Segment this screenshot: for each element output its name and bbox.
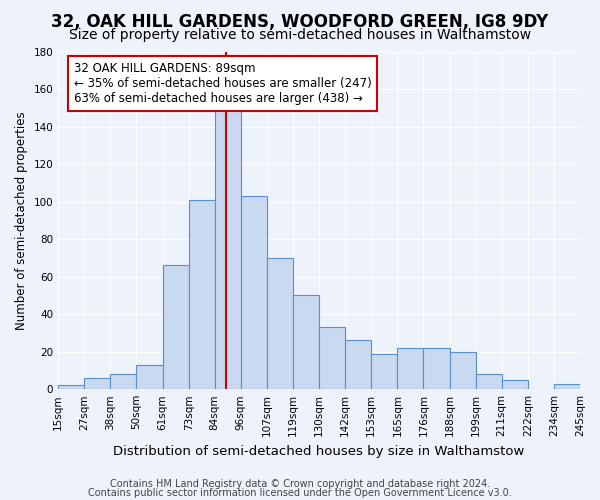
Text: Size of property relative to semi-detached houses in Walthamstow: Size of property relative to semi-detach… — [69, 28, 531, 42]
Bar — [397, 348, 424, 389]
Bar — [267, 258, 293, 389]
Bar — [188, 200, 215, 389]
Bar — [345, 340, 371, 389]
Bar — [163, 266, 188, 389]
X-axis label: Distribution of semi-detached houses by size in Walthamstow: Distribution of semi-detached houses by … — [113, 444, 525, 458]
Bar — [136, 365, 163, 389]
Bar — [424, 348, 449, 389]
Text: 32, OAK HILL GARDENS, WOODFORD GREEN, IG8 9DY: 32, OAK HILL GARDENS, WOODFORD GREEN, IG… — [52, 12, 548, 30]
Bar — [84, 378, 110, 389]
Bar — [319, 328, 345, 389]
Bar — [371, 354, 397, 389]
Bar — [110, 374, 136, 389]
Bar — [241, 196, 267, 389]
Bar — [476, 374, 502, 389]
Y-axis label: Number of semi-detached properties: Number of semi-detached properties — [15, 111, 28, 330]
Bar — [58, 386, 84, 389]
Bar — [293, 296, 319, 389]
Bar — [502, 380, 528, 389]
Bar — [449, 352, 476, 389]
Bar — [215, 106, 241, 389]
Text: Contains public sector information licensed under the Open Government Licence v3: Contains public sector information licen… — [88, 488, 512, 498]
Bar — [554, 384, 580, 389]
Text: Contains HM Land Registry data © Crown copyright and database right 2024.: Contains HM Land Registry data © Crown c… — [110, 479, 490, 489]
Text: 32 OAK HILL GARDENS: 89sqm
← 35% of semi-detached houses are smaller (247)
63% o: 32 OAK HILL GARDENS: 89sqm ← 35% of semi… — [74, 62, 371, 104]
